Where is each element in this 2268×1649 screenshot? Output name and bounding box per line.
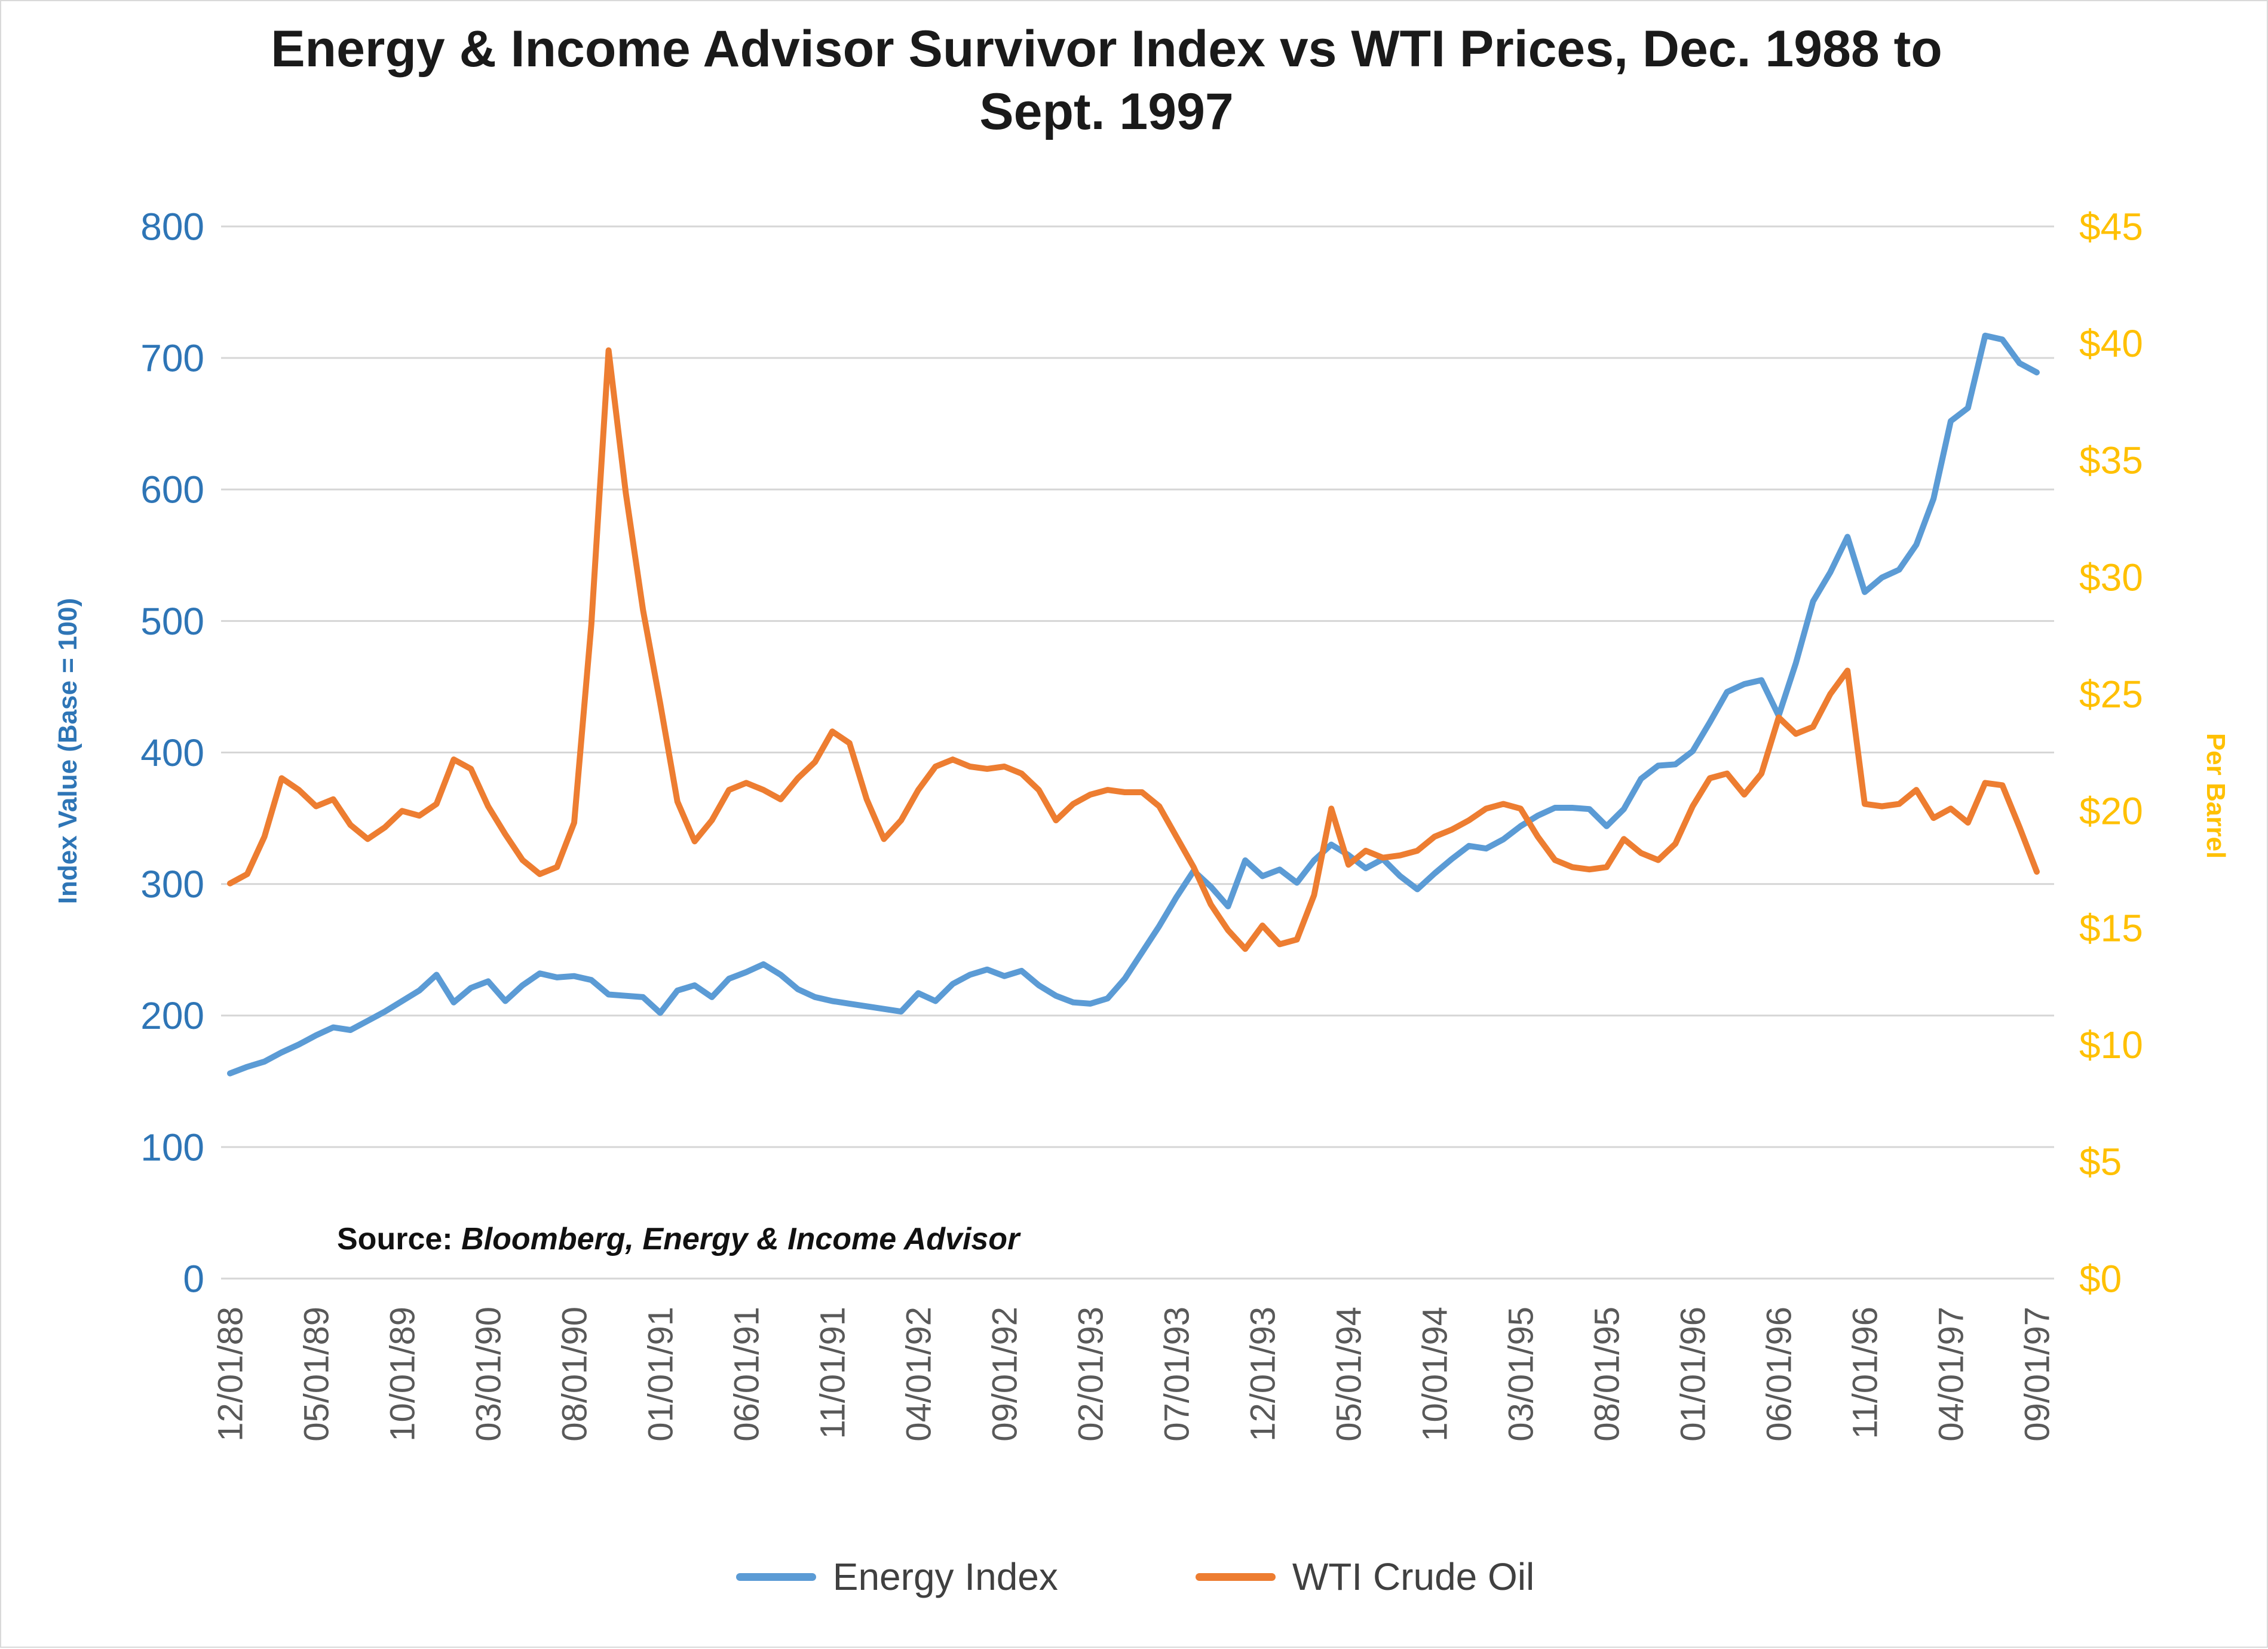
left-axis-tick-label: 200 <box>140 994 204 1037</box>
left-axis-title: Index Value (Base = 100) <box>53 597 82 905</box>
right-axis-tick-label: $20 <box>2079 790 2143 833</box>
x-axis-tick-label: 09/01/97 <box>2018 1307 2056 1442</box>
right-axis-tick-label: $30 <box>2079 556 2143 599</box>
legend-item-wti-crude: WTI Crude Oil <box>1195 1555 1535 1599</box>
source-label: Source: <box>337 1222 453 1256</box>
source-text: Bloomberg, Energy & Income Advisor <box>461 1222 1020 1256</box>
right-axis-tick-label: $25 <box>2079 673 2143 716</box>
x-axis-tick-label: 03/01/95 <box>1501 1307 1540 1442</box>
left-axis-tick-label: 500 <box>140 600 204 643</box>
right-axis-tick-label: $45 <box>2079 205 2143 248</box>
left-axis-tick-label: 800 <box>140 205 204 248</box>
x-axis-tick-label: 12/01/93 <box>1243 1307 1282 1442</box>
chart-title-line1: Energy & Income Advisor Survivor Index v… <box>271 20 1942 78</box>
x-axis-tick-label: 08/01/90 <box>555 1307 594 1442</box>
right-axis-title: Per Barrel <box>2201 732 2230 859</box>
x-axis-tick-label: 12/01/88 <box>211 1307 250 1442</box>
x-axis-tick-label: 02/01/93 <box>1071 1307 1110 1442</box>
energy-index-line-swatch <box>735 1573 816 1581</box>
chart-title-line2: Sept. 1997 <box>979 82 1234 140</box>
right-axis-tick-label: $0 <box>2079 1257 2122 1300</box>
x-axis-tick-label: 07/01/93 <box>1157 1307 1196 1442</box>
x-axis-tick-label: 01/01/91 <box>641 1307 680 1442</box>
x-axis-tick-label: 09/01/92 <box>985 1307 1024 1442</box>
x-axis-tick-label: 10/01/89 <box>383 1307 422 1442</box>
series-line-energy-index <box>227 332 2040 1077</box>
right-axis-tick-label: $10 <box>2079 1023 2143 1066</box>
left-axis-tick-label: 400 <box>140 731 204 774</box>
x-axis-tick-label: 03/01/90 <box>469 1307 508 1442</box>
left-axis-tick-label: 600 <box>140 468 204 511</box>
x-axis-tick-label: 05/01/94 <box>1329 1307 1368 1442</box>
x-axis-tick-label: 08/01/95 <box>1587 1307 1626 1442</box>
right-axis-tick-label: $15 <box>2079 906 2143 949</box>
wti-crude-line-swatch <box>1195 1573 1276 1581</box>
right-axis-tick-label: $40 <box>2079 322 2143 365</box>
left-axis-tick-label: 700 <box>140 337 204 380</box>
x-axis-tick-label: 06/01/91 <box>727 1307 766 1442</box>
chart-legend: Energy Index WTI Crude Oil <box>1 1555 2268 1599</box>
left-axis-tick-label: 300 <box>140 863 204 906</box>
right-axis-tick-label: $5 <box>2079 1141 2122 1184</box>
left-axis-tick-label: 100 <box>140 1126 204 1169</box>
legend-label-wti-crude: WTI Crude Oil <box>1292 1555 1535 1598</box>
x-axis-tick-label: 04/01/92 <box>899 1307 938 1442</box>
x-axis-tick-label: 05/01/89 <box>297 1307 336 1442</box>
right-axis-tick-label: $35 <box>2079 439 2143 482</box>
x-axis-tick-label: 11/01/91 <box>813 1307 852 1439</box>
left-axis-tick-label: 0 <box>183 1257 204 1300</box>
x-axis-tick-label: 01/01/96 <box>1674 1307 1712 1442</box>
x-axis-tick-label: 10/01/94 <box>1415 1307 1454 1442</box>
x-axis-tick-label: 04/01/97 <box>1932 1307 1970 1442</box>
source-note: Source: Bloomberg, Energy & Income Advis… <box>337 1221 1019 1257</box>
legend-item-energy-index: Energy Index <box>735 1555 1058 1599</box>
series-line-wti-crude-oil <box>227 347 2040 952</box>
legend-label-energy-index: Energy Index <box>832 1555 1058 1598</box>
chart-title: Energy & Income Advisor Survivor Index v… <box>1 18 2212 143</box>
x-axis-tick-label: 06/01/96 <box>1760 1307 1798 1442</box>
x-axis-tick-label: 11/01/96 <box>1846 1307 1884 1439</box>
